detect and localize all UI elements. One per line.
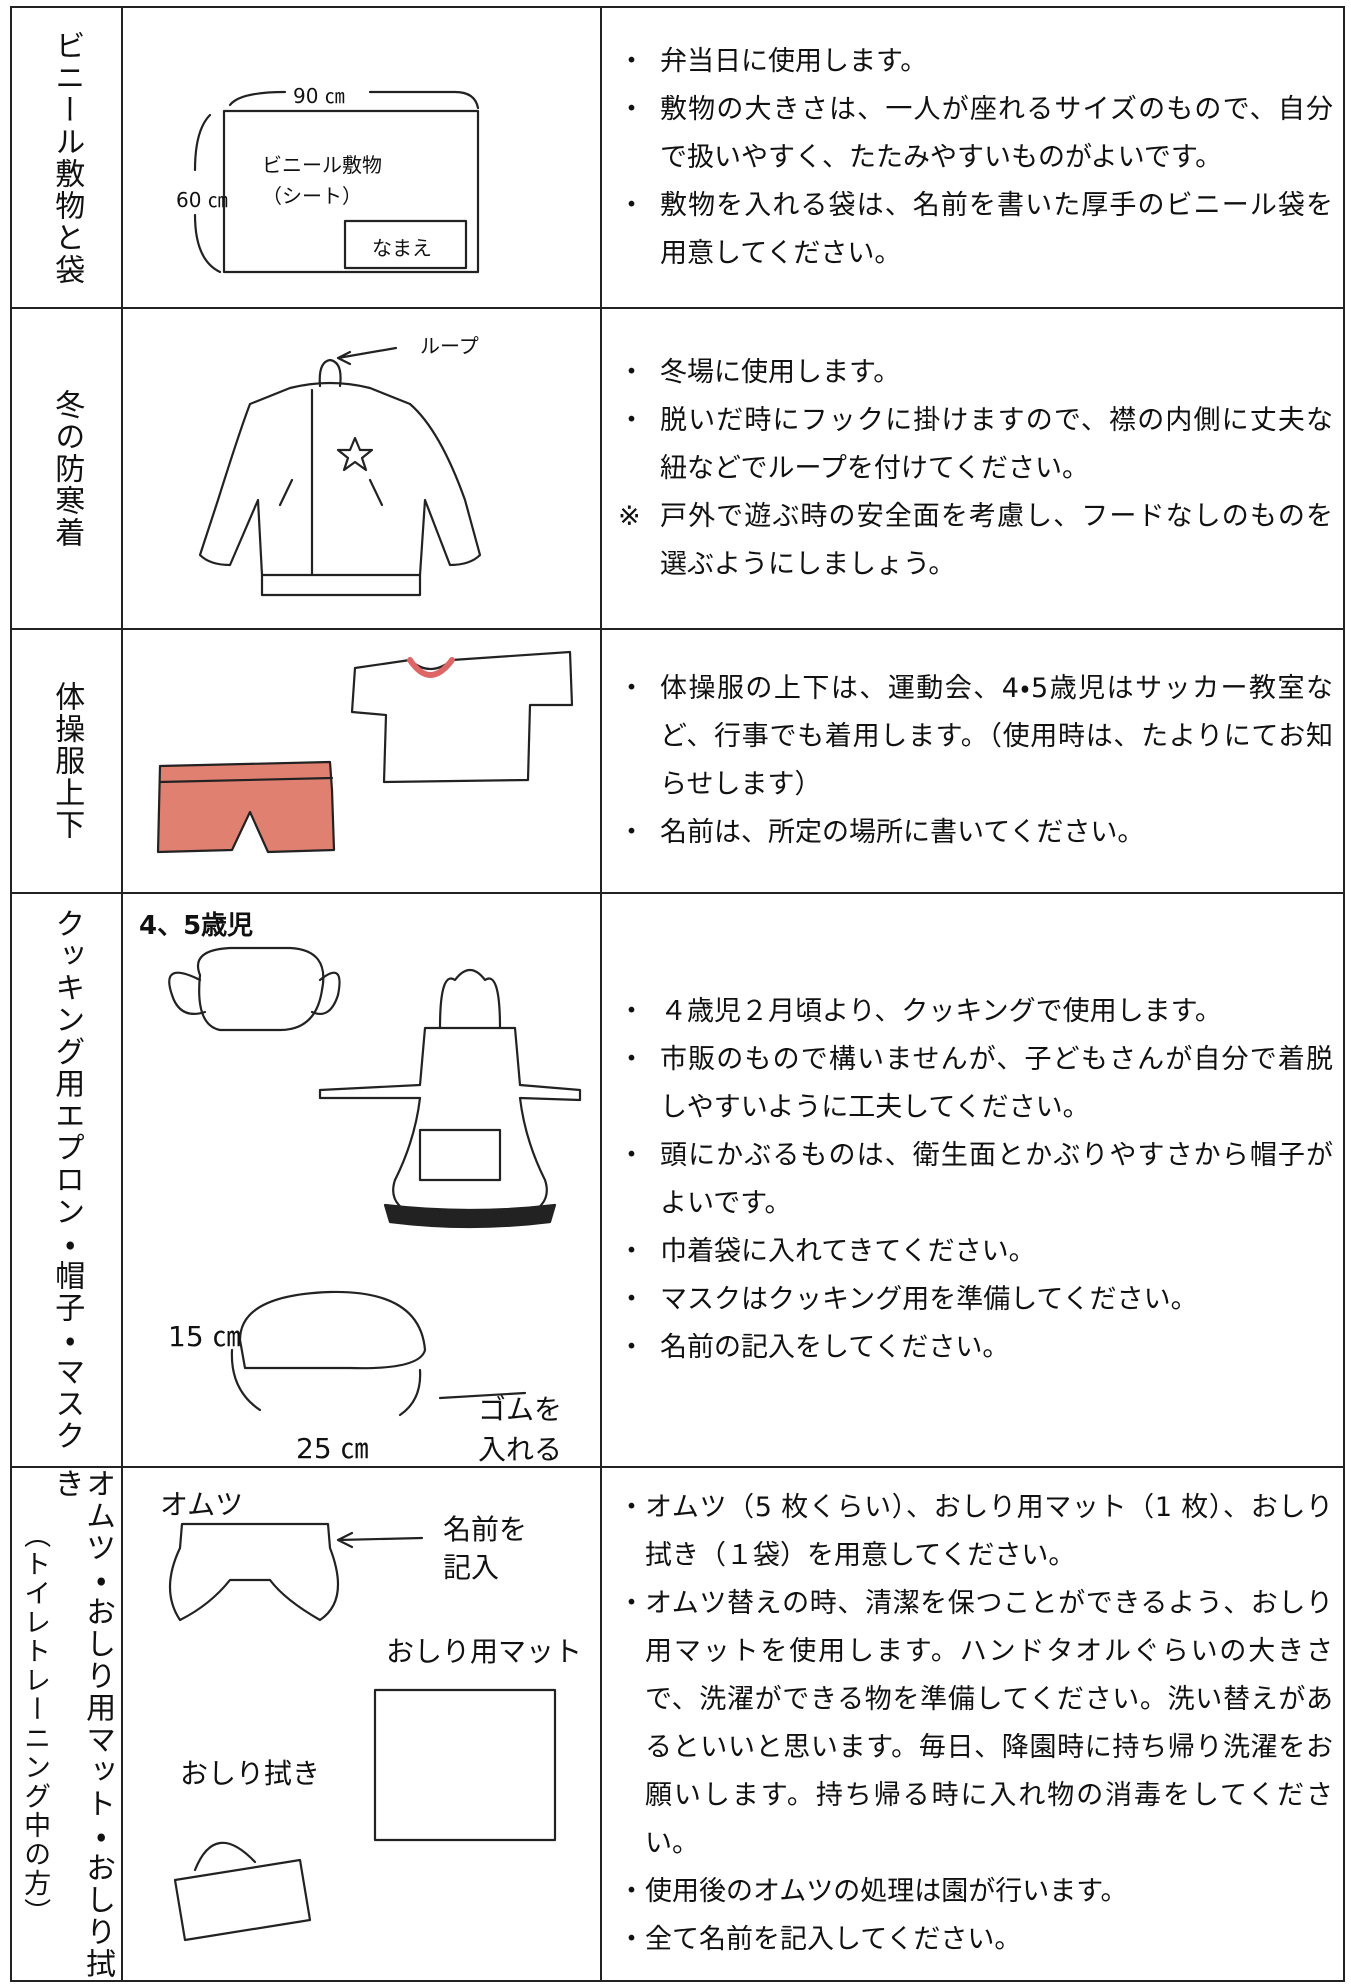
illustration-label: 記入 [443,1551,500,1584]
bullet-mark: ・ [618,1332,645,1363]
bullet-text: 巾着袋に入れてきてください。 [660,1236,1036,1267]
bullet-item: ・敷物の大きさは、一人が座れるサイズのもので、自分で扱いやすく、たたみやすいもの… [618,86,1333,182]
text-cell: ・冬場に使用します。・脱いだ時にフックに掛けますので、襟の内側に丈夫な紐などでル… [600,307,1345,630]
label-cell: 体操服上下 [10,628,123,894]
bullet-text: 敷物の大きさは、一人が座れるサイズのもので、自分で扱いやすく、たたみやすいものが… [660,93,1333,173]
bullet-text: ４歳児２月頃より、クッキングで使用します。 [660,996,1222,1027]
label-cell: クッキング用エプロン・帽子・マスク [10,892,123,1468]
bullet-mark: ・ [618,356,645,388]
bullet-item: ・巾着袋に入れてきてください。 [618,1228,1333,1276]
bullet-item: ・使用後のオムツの処理は園が行います。 [618,1868,1333,1916]
illustration-label: ループ [420,334,479,358]
bullet-item: ・オムツ（5 枚くらい）、おしり用マット（1 枚）、おしり拭き（１袋）を用意して… [618,1484,1333,1580]
bullet-mark: ・ [618,1924,645,1955]
bullet-mark: ・ [618,1588,645,1619]
bullet-mark: ・ [618,1044,645,1075]
illustration-label: なまえ [372,236,432,260]
bullet-text: 弁当日に使用します。 [660,45,928,77]
bullet-item: ・マスクはクッキング用を準備してください。 [618,1276,1333,1324]
bullet-item: ・オムツ替えの時、清潔を保つことができるよう、おしり用マットを使用します。ハンド… [618,1580,1333,1868]
illustration-cell [121,1466,602,1982]
bullet-text: オムツ（5 枚くらい）、おしり用マット（1 枚）、おしり拭き（１袋）を用意してく… [645,1492,1333,1571]
bullet-mark: ・ [618,404,645,436]
bullet-mark: ・ [618,189,645,221]
bullet-mark: ・ [618,1140,645,1171]
illustration-label: ゴムを [478,1393,563,1426]
illustration-label: おしり用マット [386,1635,583,1668]
bullet-item: ・冬場に使用します。 [618,349,1333,397]
illustration-label: 25 ㎝ [296,1432,369,1465]
bullet-mark: ・ [618,1236,645,1267]
bullet-item: ・敷物を入れる袋は、名前を書いた厚手のビニール袋を用意してください。 [618,182,1333,278]
bullet-text: 名前の記入をしてください。 [660,1332,1010,1363]
illustration-cell [121,307,602,630]
bullet-item: ・弁当日に使用します。 [618,38,1333,86]
illustration-label: （シート） [262,184,362,208]
text-cell: ・弁当日に使用します。・敷物の大きさは、一人が座れるサイズのもので、自分で扱いや… [600,6,1345,309]
bullet-text: 脱いだ時にフックに掛けますので、襟の内側に丈夫な紐などでループを付けてください。 [660,404,1333,484]
bullet-text: 頭にかぶるものは、衛生面とかぶりやすさから帽子がよいです。 [660,1140,1333,1219]
text-cell: ・ ４歳児２月頃より、クッキングで使用します。・市販のもので構いませんが、子どもさ… [600,892,1345,1468]
bullet-mark: ・ [618,93,645,125]
label-cell: ビニール敷物と袋 [10,6,123,309]
bullet-item: ・名前の記入をしてください。 [618,1324,1333,1372]
bullet-text: オムツ替えの時、清潔を保つことができるよう、おしり用マットを使用します。ハンドタ… [645,1588,1333,1859]
bullet-item: ・名前は、所定の場所に書いてください。 [618,809,1333,857]
bullet-mark: ・ [618,1492,645,1523]
label-cell: 冬の防寒着 [10,307,123,630]
bullet-mark: ※ [618,500,641,532]
bullet-mark: ・ [618,1876,645,1907]
bullet-text: マスクはクッキング用を準備してください。 [660,1284,1198,1315]
illustration-label: 90 ㎝ [293,84,345,108]
bullet-text: 使用後のオムツの処理は園が行います。 [645,1876,1128,1907]
text-cell: ・体操服の上下は、運動会、4・5歳児はサッカー教室など、行事でも着用します。（使… [600,628,1345,894]
row-label: 冬の防寒着 [49,388,85,549]
illustration-label: 入れる [478,1433,563,1466]
row-label: オムツ・おしり用マット・おしり拭き [48,1468,116,1980]
illustration-label: 15 ㎝ [168,1320,241,1353]
bullet-mark: ・ [618,996,645,1027]
row-label: ビニール敷物と袋 [49,29,85,286]
bullet-text: 冬場に使用します。 [660,356,901,388]
row-label: クッキング用エプロン・帽子・マスク [49,908,85,1452]
illustration-cell [121,628,602,894]
illustration-label: おしり拭き [180,1757,321,1790]
bullet-text: 市販のもので構いませんが、子どもさんが自分で着脱しやすいように工夫してください。 [660,1044,1333,1123]
illustration-label: 名前を [443,1513,528,1546]
bullet-mark: ・ [618,45,645,77]
row-label: 体操服上下 [49,681,85,841]
bullet-item: ・脱いだ時にフックに掛けますので、襟の内側に丈夫な紐などでループを付けてください… [618,397,1333,493]
bullet-item: ・市販のもので構いませんが、子どもさんが自分で着脱しやすいように工夫してください… [618,1036,1333,1132]
label-cell: オムツ・おしり用マット・おしり拭き （トイレトレーニング中の方） [10,1466,123,1982]
bullet-mark: ・ [618,1284,645,1315]
bullet-item: ・頭にかぶるものは、衛生面とかぶりやすさから帽子がよいです。 [618,1132,1333,1228]
bullet-text: 敷物を入れる袋は、名前を書いた厚手のビニール袋を用意してください。 [660,189,1333,269]
bullet-mark: ・ [618,673,645,704]
bullet-text: 名前は、所定の場所に書いてください。 [660,817,1145,848]
text-cell: ・オムツ（5 枚くらい）、おしり用マット（1 枚）、おしり拭き（１袋）を用意して… [600,1466,1345,1982]
bullet-text: 体操服の上下は、運動会、4・5歳児はサッカー教室など、行事でも着用します。（使用… [660,673,1333,800]
bullet-item: ※ 戸外で遊ぶ時の安全面を考慮し、フードなしのものを選ぶようにしましょう。 [618,493,1333,589]
bullet-item: ・全て名前を記入してください。 [618,1916,1333,1964]
illustration-label: 60 ㎝ [176,188,228,212]
bullet-item: ・体操服の上下は、運動会、4・5歳児はサッカー教室など、行事でも着用します。（使… [618,665,1333,809]
illustration-cell [121,892,602,1468]
row-sublabel: （トイレトレーニング中の方） [19,1521,51,1927]
bullet-item: ・ ４歳児２月頃より、クッキングで使用します。 [618,988,1333,1036]
illustration-label: ビニール敷物 [262,153,382,177]
bullet-text: 戸外で遊ぶ時の安全面を考慮し、フードなしのものを選ぶようにしましょう。 [660,500,1333,580]
bullet-text: 全て名前を記入してください。 [645,1924,1022,1955]
bullet-mark: ・ [618,817,645,848]
illustration-label: オムツ [160,1488,244,1521]
illustration-label: 4、5歳児 [139,911,254,941]
